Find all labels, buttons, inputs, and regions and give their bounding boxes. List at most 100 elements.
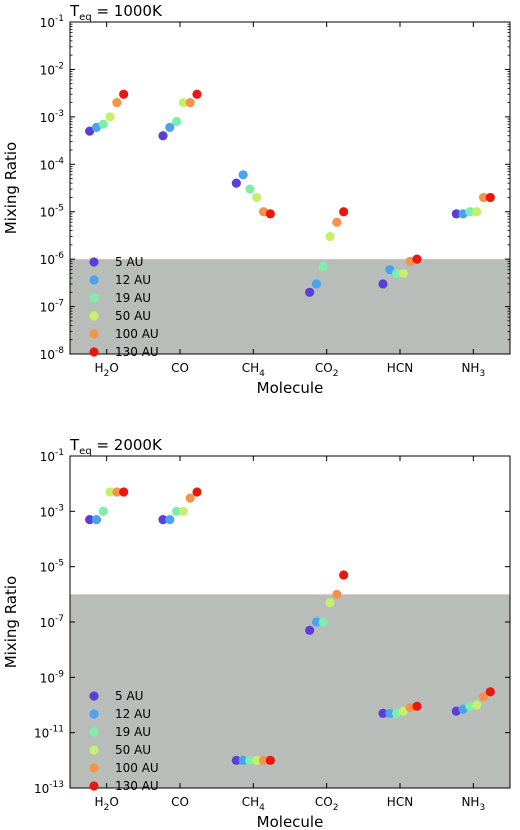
x-axis-label: Molecule xyxy=(257,813,324,830)
shaded-region xyxy=(70,259,510,354)
data-point xyxy=(185,97,195,108)
x-tick-label: NH3 xyxy=(461,361,485,379)
data-point xyxy=(178,506,188,516)
y-tick-label: 10-3 xyxy=(40,503,64,519)
x-tick-label: H2O xyxy=(95,795,119,813)
data-point xyxy=(231,755,241,765)
chart-panel-2: 10-13 10-11 10-9 10-7 10-5 10-3 10-1 H2O CO CH4 CO… xyxy=(2,436,511,830)
legend-marker xyxy=(89,329,99,339)
legend-label: 12 AU xyxy=(115,273,151,287)
legend-label: 100 AU xyxy=(115,327,159,341)
shaded-region xyxy=(70,594,510,788)
y-tick-label: 10-8 xyxy=(40,346,65,362)
legend-label: 100 AU xyxy=(115,761,159,775)
data-point xyxy=(412,701,422,711)
data-point xyxy=(172,506,182,516)
legend-label: 19 AU xyxy=(115,291,151,305)
data-point xyxy=(238,755,248,765)
legend-label: 5 AU xyxy=(115,689,143,703)
plot-frame xyxy=(69,455,511,789)
y-tick-label: 10-9 xyxy=(40,669,65,685)
y-axis-label: Mixing Ratio xyxy=(2,576,20,668)
data-point xyxy=(245,755,255,765)
x-tick-label: H2O xyxy=(95,361,119,379)
data-point xyxy=(332,589,342,599)
data-point xyxy=(105,487,115,497)
x-tick-label: CH4 xyxy=(242,795,265,813)
legend-label: 130 AU xyxy=(115,779,159,793)
data-point xyxy=(119,89,129,99)
data-point xyxy=(465,207,475,217)
data-point xyxy=(478,692,489,702)
data-point xyxy=(318,261,328,272)
y-tick-label: 10-2 xyxy=(40,61,64,77)
legend-marker xyxy=(89,763,99,773)
data-point xyxy=(178,97,188,108)
legend-label: 19 AU xyxy=(115,725,151,739)
data-point xyxy=(98,506,108,516)
data-point xyxy=(192,89,202,99)
data-point xyxy=(185,493,195,503)
data-point xyxy=(339,570,349,580)
data-point xyxy=(305,287,315,297)
data-point xyxy=(472,700,482,710)
data-point xyxy=(339,207,349,217)
legend-marker xyxy=(89,293,99,303)
legend-label: 50 AU xyxy=(115,309,151,323)
data-point xyxy=(378,708,388,718)
data-point xyxy=(332,217,342,227)
data-point xyxy=(231,178,241,188)
data-point xyxy=(98,119,108,129)
data-point xyxy=(265,209,275,219)
x-tick-label: CO2 xyxy=(315,795,339,813)
y-tick-label: 10-7 xyxy=(40,299,64,315)
data-point xyxy=(265,755,275,765)
data-point xyxy=(252,192,262,203)
data-point xyxy=(325,231,335,242)
panel-title: Teq = 1000K xyxy=(69,2,163,23)
data-point xyxy=(172,116,182,127)
data-point xyxy=(165,515,175,525)
data-point xyxy=(472,207,482,217)
y-tick-label: 10-1 xyxy=(40,14,64,30)
y-tick-label: 10-6 xyxy=(40,251,65,267)
y-axis-label: Mixing Ratio xyxy=(2,142,20,234)
data-point xyxy=(485,192,495,203)
legend-label: 50 AU xyxy=(115,743,151,757)
x-axis-label: Molecule xyxy=(257,379,324,397)
data-point xyxy=(325,598,335,608)
data-point xyxy=(305,625,315,635)
data-point xyxy=(398,706,408,716)
y-tick-label: 10-1 xyxy=(40,448,64,464)
data-point xyxy=(112,487,122,497)
x-tick-label: HCN xyxy=(387,795,413,809)
y-tick-label: 10-7 xyxy=(40,614,64,630)
legend-marker xyxy=(89,257,99,267)
data-point xyxy=(85,126,95,136)
x-tick-label: CO2 xyxy=(315,361,339,379)
data-point xyxy=(392,268,402,279)
data-point xyxy=(238,170,248,180)
panel-title: Teq = 2000K xyxy=(69,436,163,457)
x-tick-label: HCN xyxy=(387,361,413,375)
y-tick-label: 10-5 xyxy=(40,204,64,220)
legend-marker xyxy=(89,781,99,791)
data-point xyxy=(85,515,95,525)
legend-marker xyxy=(89,347,99,357)
data-point xyxy=(412,254,422,264)
data-point xyxy=(485,687,495,697)
x-tick-label: CO xyxy=(171,795,189,809)
data-point xyxy=(258,755,269,765)
data-point xyxy=(192,487,202,497)
data-point xyxy=(385,265,395,275)
data-point xyxy=(105,112,115,122)
plot-frame xyxy=(69,21,511,355)
legend-label: 12 AU xyxy=(115,707,151,721)
data-point xyxy=(478,192,489,203)
legend-marker xyxy=(89,275,99,285)
legend-label: 5 AU xyxy=(115,255,143,269)
legend-marker xyxy=(89,745,99,755)
data-point xyxy=(311,279,322,289)
legend-marker xyxy=(89,727,99,737)
